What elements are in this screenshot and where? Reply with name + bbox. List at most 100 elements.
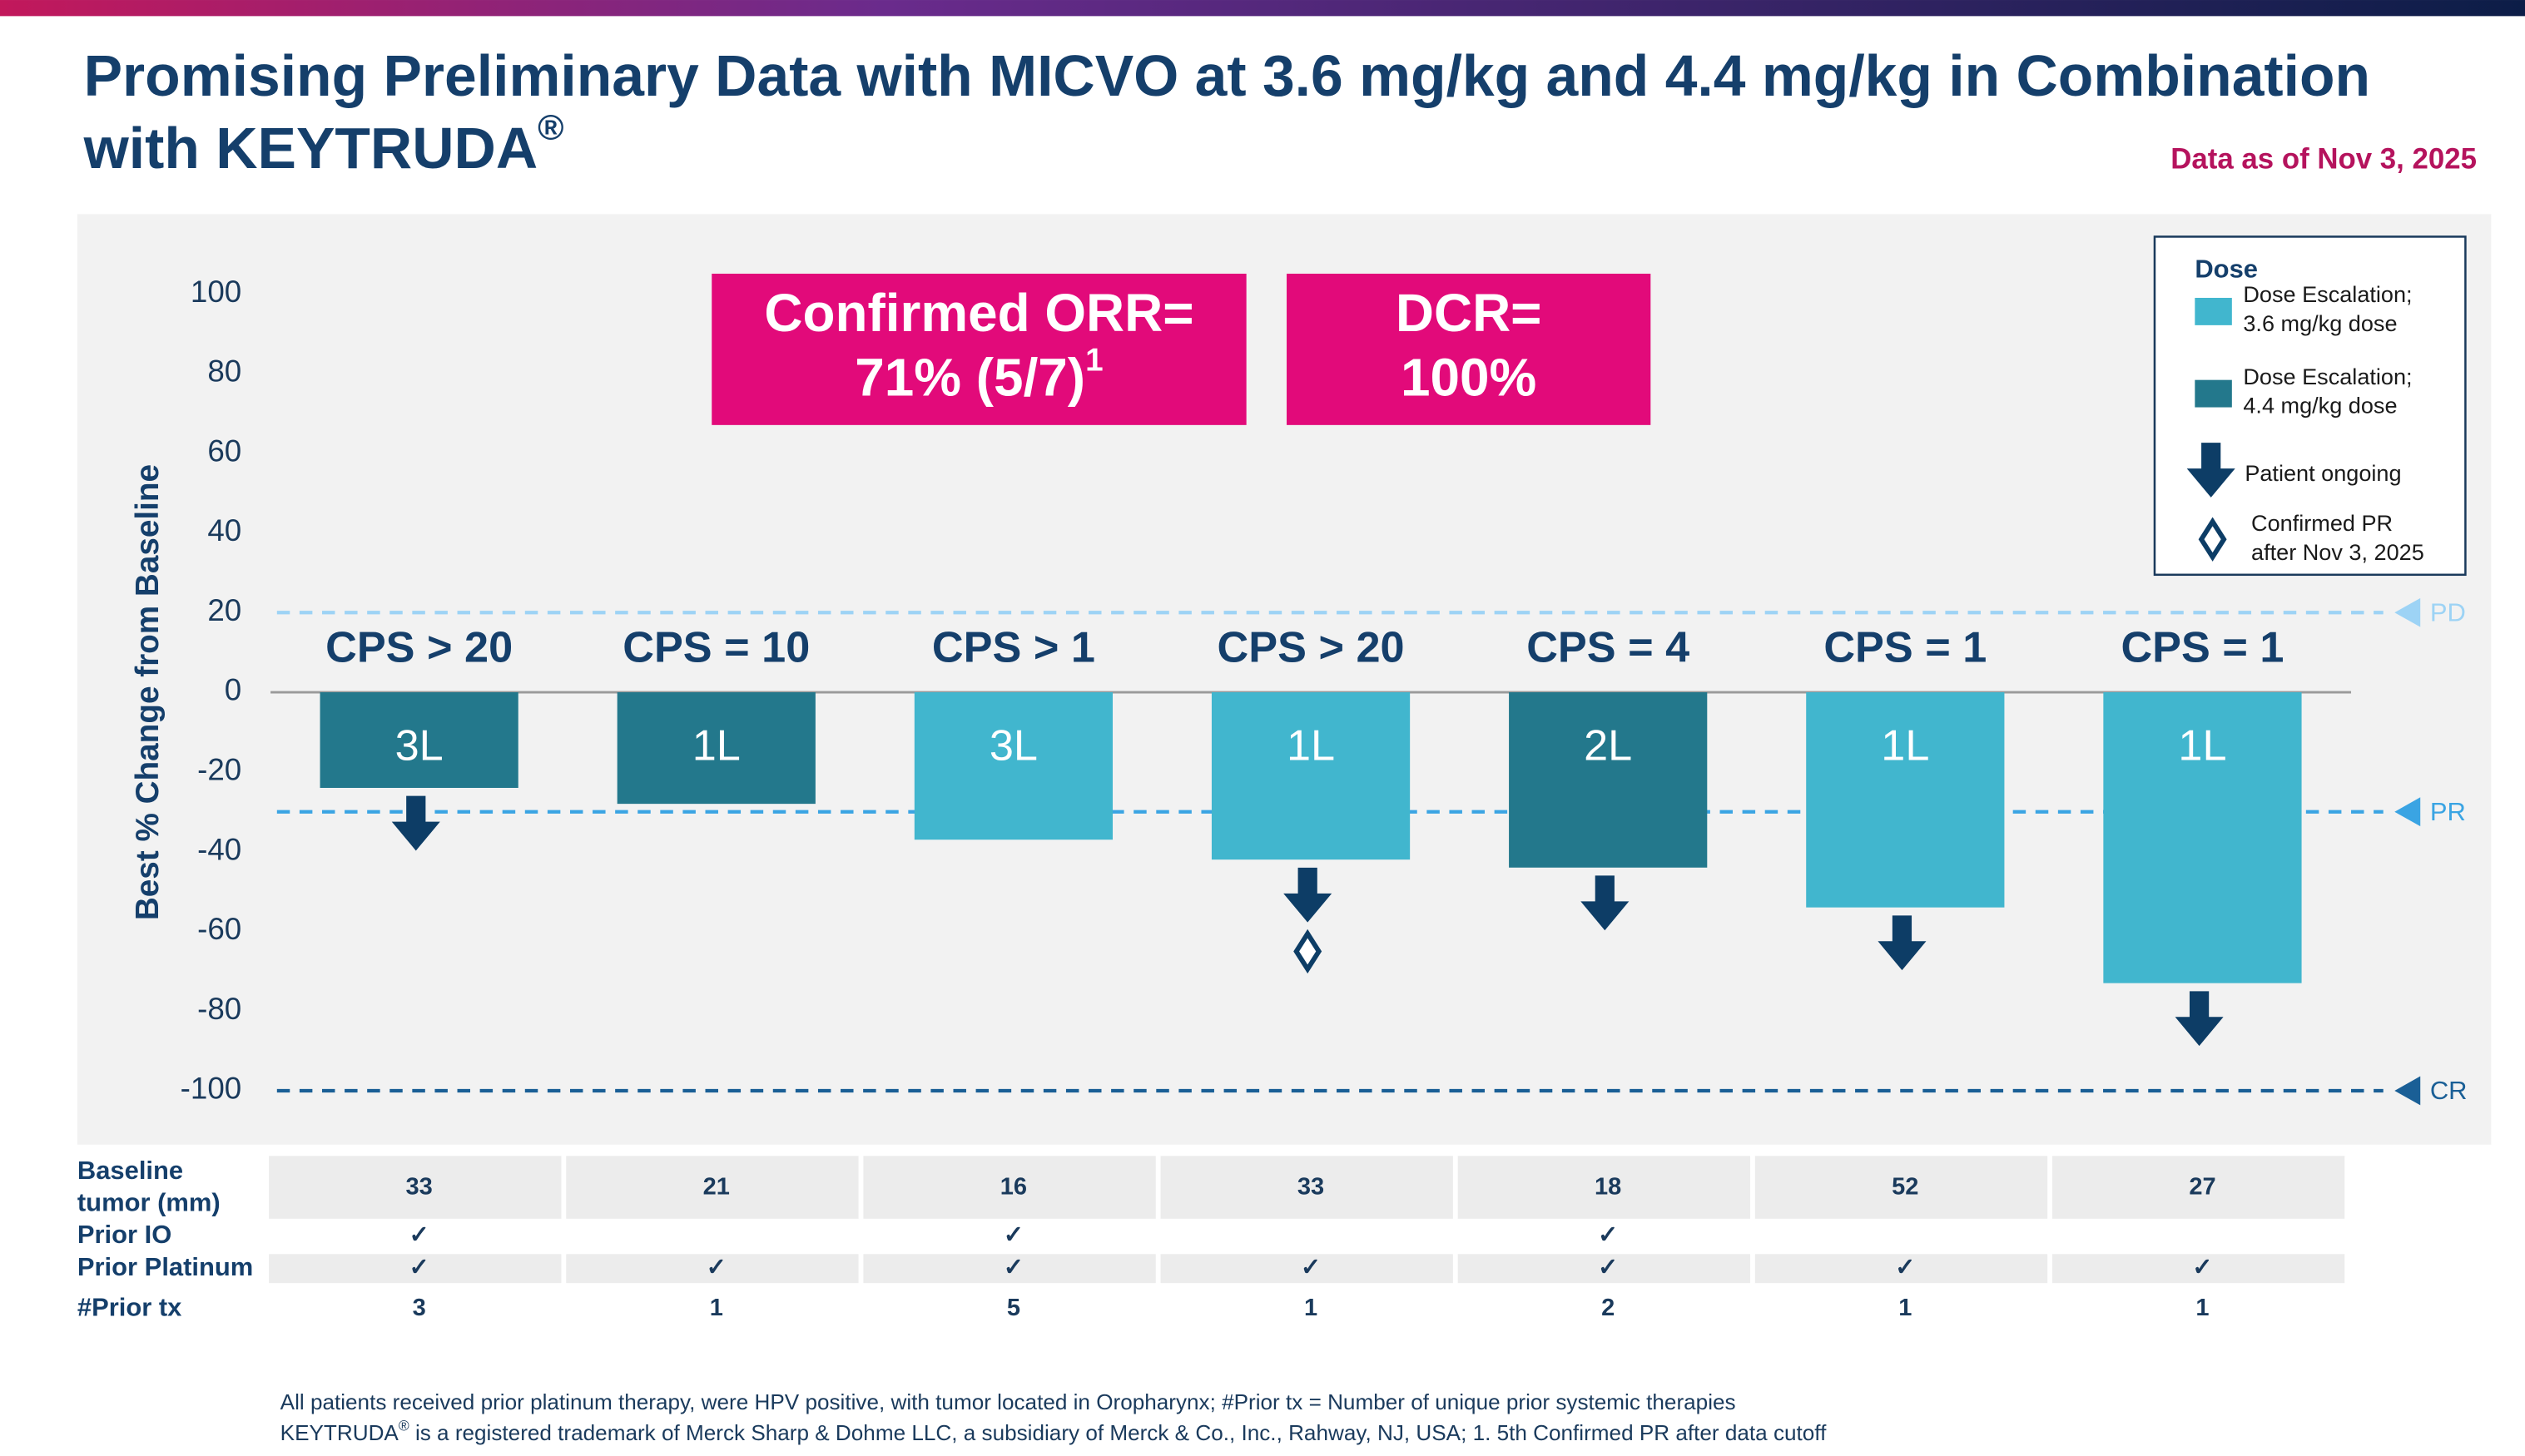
table-cell: 3 bbox=[413, 1295, 426, 1321]
ongoing-arrow bbox=[1283, 867, 1332, 923]
legend-swatch bbox=[2195, 297, 2232, 325]
bar bbox=[617, 692, 816, 805]
table-cell-bg bbox=[1754, 1254, 2048, 1284]
table-cell: ✓ bbox=[409, 1222, 429, 1249]
stat-text: 71% (5/7) bbox=[855, 347, 1085, 407]
table-row-label: #Prior tx bbox=[77, 1292, 182, 1321]
table-cell: 5 bbox=[1007, 1295, 1020, 1321]
table-cell-bg bbox=[566, 1156, 859, 1219]
table-cell: 2 bbox=[1601, 1295, 1615, 1321]
stat-line: DCR= bbox=[1396, 283, 1542, 343]
y-axis-title: Best % Change from Baseline bbox=[130, 464, 166, 920]
legend-label: 3.6 mg/kg dose bbox=[2243, 310, 2397, 336]
category-label: CPS > 20 bbox=[325, 624, 513, 672]
footnote: KEYTRUDA® is a registered trademark of M… bbox=[280, 1417, 1827, 1445]
y-tick-label: -40 bbox=[197, 832, 241, 866]
footnote-sup: ® bbox=[399, 1417, 409, 1434]
legend-label: 4.4 mg/kg dose bbox=[2243, 393, 2397, 418]
table-cell-bg bbox=[2051, 1156, 2345, 1219]
bar bbox=[1509, 692, 1708, 868]
table-row-label: Prior Platinum bbox=[77, 1252, 253, 1281]
stat-line: 71% (5/7)1 bbox=[855, 343, 1103, 408]
line-label: 1L bbox=[692, 722, 741, 770]
table-cell-bg bbox=[1457, 1254, 1751, 1284]
category-label: CPS = 1 bbox=[1823, 624, 1987, 672]
table-cell: ✓ bbox=[1004, 1222, 1024, 1249]
reference-marker bbox=[2394, 797, 2421, 827]
title-text: Promising Preliminary Data with MICVO at… bbox=[84, 43, 2370, 108]
confirmed-pr-marker bbox=[1293, 929, 1322, 974]
table-row-label: Prior IO bbox=[77, 1220, 171, 1249]
category-label: CPS = 4 bbox=[1526, 624, 1689, 672]
line-label: 3L bbox=[990, 722, 1038, 770]
table-cell-bg bbox=[566, 1254, 859, 1284]
table-cell: 21 bbox=[703, 1174, 730, 1201]
legend-swatch bbox=[2195, 379, 2232, 408]
y-tick-label: 20 bbox=[207, 593, 241, 627]
ongoing-arrow bbox=[2175, 991, 2224, 1047]
reference-label: CR bbox=[2430, 1076, 2468, 1105]
category-label: CPS > 20 bbox=[1218, 624, 1405, 672]
table-cell: 52 bbox=[1892, 1174, 1918, 1201]
bar bbox=[1211, 692, 1411, 860]
reference-label: PR bbox=[2430, 797, 2466, 826]
y-tick-label: 100 bbox=[191, 275, 241, 309]
table-cell: 33 bbox=[405, 1174, 432, 1201]
table-cell: 1 bbox=[1304, 1295, 1317, 1321]
y-tick-label: 0 bbox=[225, 673, 241, 707]
y-tick-label: -60 bbox=[197, 912, 241, 946]
legend-label: Dose Escalation; bbox=[2243, 364, 2412, 389]
table-cell-bg bbox=[1754, 1156, 2048, 1219]
table-cell: 33 bbox=[1297, 1174, 1324, 1201]
y-tick-label: 60 bbox=[207, 433, 241, 468]
table-cell: ✓ bbox=[1004, 1254, 1024, 1280]
reference-label: PD bbox=[2430, 597, 2466, 626]
table-cell: ✓ bbox=[1598, 1222, 1618, 1249]
stat-text: DCR= bbox=[1396, 283, 1542, 343]
table-cell-bg bbox=[269, 1156, 562, 1219]
table-cell: 1 bbox=[1898, 1295, 1912, 1321]
title-line: with KEYTRUDA® bbox=[83, 108, 564, 181]
line-label: 2L bbox=[1584, 722, 1632, 770]
table-cell-bg bbox=[2051, 1254, 2345, 1284]
stat-text: 100% bbox=[1401, 347, 1536, 407]
table-cell-bg bbox=[1160, 1254, 1453, 1284]
table-cell-bg bbox=[863, 1254, 1156, 1284]
line-label: 1L bbox=[1881, 722, 1929, 770]
reference-marker bbox=[2394, 597, 2421, 627]
chart-background bbox=[77, 214, 2492, 1145]
table-cell: ✓ bbox=[1598, 1254, 1618, 1280]
top-band bbox=[0, 0, 2525, 17]
legend-label: Confirmed PR bbox=[2251, 510, 2393, 536]
bar bbox=[1806, 692, 2005, 908]
line-label: 1L bbox=[1287, 722, 1335, 770]
reference-marker bbox=[2394, 1076, 2421, 1106]
stat-box bbox=[712, 273, 1247, 425]
table-cell: ✓ bbox=[1301, 1254, 1321, 1280]
table-cell-bg bbox=[863, 1156, 1156, 1219]
stat-sup: 1 bbox=[1085, 343, 1104, 379]
table-cell: 27 bbox=[2189, 1174, 2215, 1201]
table-cell: ✓ bbox=[409, 1254, 429, 1280]
table-cell-bg bbox=[1160, 1156, 1453, 1219]
ongoing-arrow bbox=[1878, 915, 1927, 971]
table-cell: 18 bbox=[1595, 1174, 1621, 1201]
stat-box bbox=[1287, 273, 1651, 425]
title-text: with KEYTRUDA bbox=[83, 116, 538, 181]
table-cell: ✓ bbox=[2192, 1254, 2212, 1280]
bar bbox=[2103, 692, 2302, 983]
legend-title: Dose bbox=[2195, 254, 2258, 283]
table-row-label: tumor (mm) bbox=[77, 1188, 221, 1217]
category-label: CPS = 1 bbox=[2121, 624, 2284, 672]
table-cell: 1 bbox=[2195, 1295, 2209, 1321]
legend-label: after Nov 3, 2025 bbox=[2251, 539, 2424, 565]
bar bbox=[914, 692, 1114, 840]
bar bbox=[320, 692, 518, 788]
category-label: CPS = 10 bbox=[623, 624, 810, 672]
stat-line: Confirmed ORR= bbox=[764, 283, 1193, 343]
table-cell-bg bbox=[1457, 1156, 1751, 1219]
table-cell-bg bbox=[269, 1254, 562, 1284]
legend-label: Dose Escalation; bbox=[2243, 281, 2412, 307]
legend-label: Patient ongoing bbox=[2245, 460, 2401, 486]
